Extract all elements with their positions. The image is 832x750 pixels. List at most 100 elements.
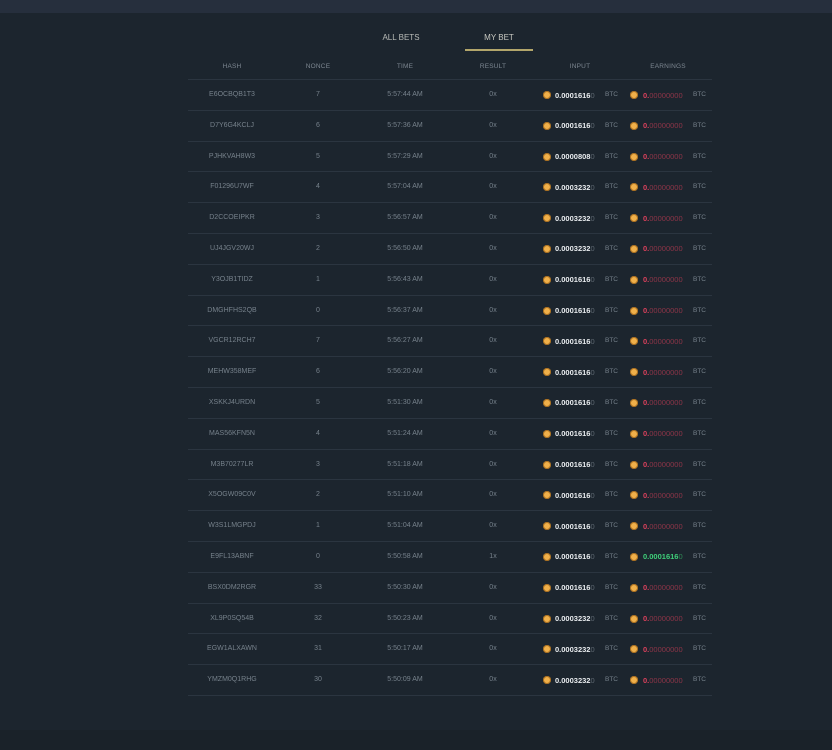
earnings-amount-main: 0. xyxy=(643,490,650,500)
table-row[interactable]: D7Y6G4KCLJ 6 5:57:36 AM 0x 0.00016160 BTC 0.00… xyxy=(188,111,712,142)
bitcoin-coin-icon xyxy=(630,676,638,685)
table-row[interactable]: EGW1ALXAWN 31 5:50:17 AM 0x 0.00032320 BTC 0.0… xyxy=(188,634,712,666)
table-row[interactable]: BSX0DM2RGR 33 5:50:30 AM 0x 0.00016160 BTC 0.0… xyxy=(188,573,712,604)
input-amount: 0.00016160 xyxy=(555,275,595,284)
hash-cell: MAS56KFN5N xyxy=(209,429,255,437)
time-cell: 5:57:44 AM xyxy=(387,91,423,98)
tab-all-bets[interactable]: ALL BETS xyxy=(382,33,420,42)
nonce-cell: 7 xyxy=(316,337,320,345)
time-cell: 5:56:27 AM xyxy=(387,337,423,345)
input-amount-main: 0.0003232 xyxy=(555,244,591,254)
result-cell: 0x xyxy=(489,275,497,283)
earnings-amount-main: 0. xyxy=(643,275,650,285)
table-row[interactable]: X5OGW09C0V 2 5:51:10 AM 0x 0.00016160 BTC 0.00… xyxy=(188,480,712,512)
header-result: RESULT xyxy=(479,63,507,70)
hash-cell: BSX0DM2RGR xyxy=(207,583,257,591)
result-cell: 0x xyxy=(489,522,497,530)
input-amount: 0.00032320 xyxy=(555,676,595,685)
table-row[interactable]: UJ4JGV20WJ 2 5:56:50 AM 0x 0.00032320 BTC 0.00… xyxy=(188,234,712,265)
hash-cell: PJHKVAH8W3 xyxy=(208,152,256,160)
nonce-cell: 3 xyxy=(316,214,320,222)
input-amount-tail: 0 xyxy=(590,336,595,346)
result-cell: 0x xyxy=(489,614,497,622)
earnings-amount-tail: 00000000 xyxy=(649,614,683,624)
hash-cell: DMGHFHS2QB xyxy=(207,306,257,314)
nonce-cell: 4 xyxy=(316,429,320,437)
earnings-amount-tail: 00000000 xyxy=(649,367,683,377)
header-nonce: NONCE xyxy=(305,63,331,70)
earnings-unit: BTC xyxy=(693,214,706,222)
input-amount-tail: 0 xyxy=(590,429,595,439)
input-amount-main: 0.0003232 xyxy=(555,213,591,223)
input-amount-tail: 0 xyxy=(590,306,595,316)
header-hash: HASH xyxy=(222,63,242,70)
input-amount-main: 0.0001616 xyxy=(555,336,591,346)
bitcoin-coin-icon xyxy=(543,275,551,284)
table-row[interactable]: E6OCBQB1T3 7 5:57:44 AM 0x 0.00016160 BTC 0.00… xyxy=(188,80,712,111)
table-row[interactable]: PJHKVAH8W3 5 5:57:29 AM 0x 0.00008080 BTC 0.00… xyxy=(188,142,712,173)
earnings-amount-tail: 00000000 xyxy=(649,152,683,162)
time-cell: 5:50:17 AM xyxy=(387,645,423,653)
earnings-amount-main: 0. xyxy=(643,583,650,593)
table-row[interactable]: XL9P0SQ54B 32 5:50:23 AM 0x 0.00032320 BTC 0.0… xyxy=(188,604,712,635)
earnings-amount-tail: 00000000 xyxy=(649,429,683,439)
input-amount-tail: 0 xyxy=(590,644,595,654)
time-cell: 5:50:58 AM xyxy=(387,552,423,560)
table-row[interactable]: Y3OJB1TIDZ 1 5:56:43 AM 0x 0.00016160 BTC 0.00… xyxy=(188,265,712,296)
input-unit: BTC xyxy=(605,460,618,468)
input-unit: BTC xyxy=(605,152,618,160)
table-row[interactable]: D2CCOEIPKR 3 5:56:57 AM 0x 0.00032320 BTC 0.00… xyxy=(188,203,712,234)
input-amount-tail: 0 xyxy=(590,275,595,285)
input-amount-tail: 0 xyxy=(590,182,595,192)
result-cell: 0x xyxy=(489,645,497,653)
tab-my-bet[interactable]: MY BET xyxy=(484,33,514,42)
input-amount-tail: 0 xyxy=(590,152,595,162)
result-cell: 0x xyxy=(489,337,497,345)
earnings-amount: 0.00000000 xyxy=(643,244,683,253)
table-row[interactable]: XSKKJ4URDN 5 5:51:30 AM 0x 0.00016160 BTC 0.00… xyxy=(188,388,712,419)
earnings-amount: 0.00000000 xyxy=(643,214,683,223)
table-row[interactable]: MAS56KFN5N 4 5:51:24 AM 0x 0.00016160 BTC 0.00… xyxy=(188,419,712,450)
table-row[interactable]: MEHW358MEF 6 5:56:20 AM 0x 0.00016160 BTC 0.00… xyxy=(188,357,712,388)
input-amount: 0.00032320 xyxy=(555,214,595,223)
nonce-cell: 6 xyxy=(316,368,320,376)
table-row[interactable]: VGCR12RCH7 7 5:56:27 AM 0x 0.00016160 BTC 0.00… xyxy=(188,326,712,358)
earnings-amount-tail: 00000000 xyxy=(649,121,683,131)
table-row[interactable]: W3S1LMGPDJ 1 5:51:04 AM 0x 0.00016160 BTC 0.00… xyxy=(188,511,712,542)
table-row[interactable]: M3B70277LR 3 5:51:18 AM 0x 0.00016160 BTC 0.00… xyxy=(188,450,712,481)
earnings-amount-main: 0. xyxy=(643,429,650,439)
result-cell: 0x xyxy=(489,491,497,499)
earnings-unit: BTC xyxy=(693,614,706,622)
earnings-amount: 0.00000000 xyxy=(643,121,683,130)
result-cell: 0x xyxy=(489,398,497,406)
table-body: E6OCBQB1T3 7 5:57:44 AM 0x 0.00016160 BTC 0.00… xyxy=(188,80,712,696)
time-cell: 5:51:30 AM xyxy=(387,398,423,406)
input-amount: 0.00016160 xyxy=(555,583,595,592)
hash-cell: M3B70277LR xyxy=(210,460,254,468)
input-amount-main: 0.0001616 xyxy=(555,306,591,316)
earnings-unit: BTC xyxy=(693,306,706,314)
table-row[interactable]: F01296U7WF 4 5:57:04 AM 0x 0.00032320 BTC 0.00… xyxy=(188,172,712,204)
table-row[interactable]: YMZM0Q1RHG 30 5:50:09 AM 0x 0.00032320 BTC 0.0… xyxy=(188,665,712,696)
result-cell: 0x xyxy=(489,214,497,222)
earnings-amount-main: 0. xyxy=(643,367,650,377)
earnings-unit: BTC xyxy=(693,522,706,530)
earnings-amount: 0.00000000 xyxy=(643,614,683,623)
input-amount-main: 0.0003232 xyxy=(555,644,591,654)
input-amount-main: 0.0000808 xyxy=(555,152,591,162)
earnings-amount: 0.00000000 xyxy=(643,275,683,284)
earnings-amount-main: 0.0001616 xyxy=(643,552,679,562)
earnings-amount: 0.00000000 xyxy=(643,645,683,654)
input-unit: BTC xyxy=(605,368,618,376)
table-row[interactable]: E9FL13ABNF 0 5:50:58 AM 1x 0.00016160 BTC 0.00… xyxy=(188,542,712,573)
table-header: HASH NONCE TIME RESULT INPUT EARNINGS xyxy=(188,55,712,80)
earnings-amount: 0.00000000 xyxy=(643,306,683,315)
input-amount: 0.00016160 xyxy=(555,522,595,531)
hash-cell: X5OGW09C0V xyxy=(208,491,256,499)
bitcoin-coin-icon xyxy=(543,337,551,346)
table-row[interactable]: DMGHFHS2QB 0 5:56:37 AM 0x 0.00016160 BTC 0.00… xyxy=(188,296,712,327)
time-cell: 5:56:37 AM xyxy=(387,306,423,314)
bitcoin-coin-icon xyxy=(543,398,551,407)
result-cell: 0x xyxy=(489,429,497,437)
input-amount-main: 0.0003232 xyxy=(555,182,591,192)
